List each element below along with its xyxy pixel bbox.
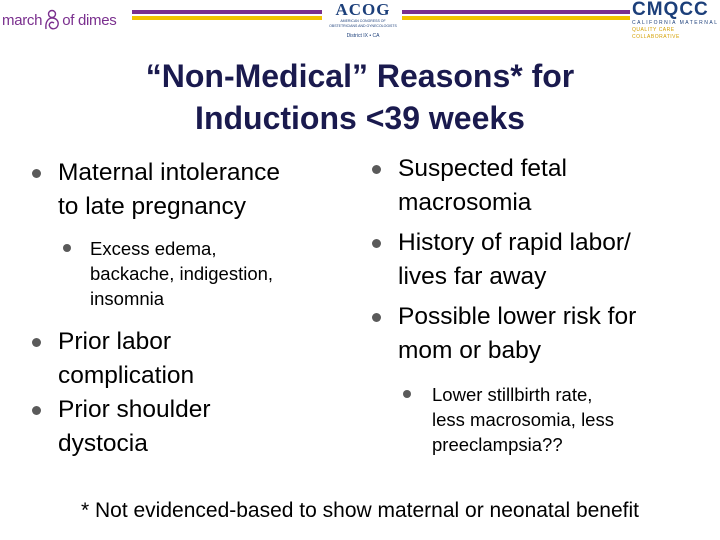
bullet-text-line: lives far away [398, 263, 547, 290]
acog-district-label: District IX • CA [346, 33, 380, 39]
acog-logo: ACOG AMERICAN CONGRESS OF OBSTETRICIANS … [326, 0, 400, 40]
right-column: Suspected fetal macrosomia History of ra… [370, 152, 710, 471]
bullet-suspected-macrosomia: Suspected fetal macrosomia [370, 152, 710, 220]
sub-bullet-text-line: preeclampsia?? [432, 434, 563, 455]
sub-bullet-text-line: backache, indigestion, [90, 263, 274, 284]
bullet-prior-shoulder-dystocia: Prior shoulder dystocia [30, 393, 350, 461]
header-bar-gold-left [132, 16, 322, 20]
march-of-dimes-swirl-icon [45, 9, 60, 30]
bullet-text-line: Suspected fetal [398, 155, 567, 182]
bullet-dot-icon [32, 406, 41, 415]
acog-logo-subtitle: AMERICAN CONGRESS OF OBSTETRICIANS AND G… [329, 19, 397, 28]
bullet-dot-icon [372, 239, 381, 248]
bullet-text-line: macrosomia [398, 189, 532, 216]
header-bar-purple-right [402, 10, 630, 14]
cmqcc-logo-line2: QUALITY CARE COLLABORATIVE [632, 27, 680, 40]
bullet-dot-icon [32, 338, 41, 347]
bullet-text-line: Prior labor [58, 328, 172, 355]
march-of-dimes-logo-left: march [2, 11, 43, 29]
slide-title: “Non-Medical” Reasons* for Inductions <3… [60, 55, 660, 139]
slide-title-line1: “Non-Medical” Reasons* for [145, 58, 575, 94]
header-bar-gold-right [402, 16, 630, 20]
bullet-text-line: mom or baby [398, 337, 541, 364]
bullet-rapid-labor: History of rapid labor/ lives far away [370, 226, 710, 294]
left-column: Maternal intolerance to late pregnancy E… [30, 156, 350, 461]
bullet-dot-icon [32, 169, 41, 178]
bullet-text-line: complication [58, 362, 195, 389]
sub-bullet-dot-icon [63, 244, 71, 252]
header-bar-purple-left [132, 10, 322, 14]
march-of-dimes-logo: march of dimes [2, 6, 117, 34]
footnote: * Not evidenced-based to show maternal o… [80, 499, 640, 522]
sub-bullet-text-line: Excess edema, [90, 238, 217, 259]
bullet-text-line: Maternal intolerance [58, 159, 280, 186]
bullet-maternal-intolerance: Maternal intolerance to late pregnancy [30, 156, 350, 224]
sub-bullet-text-line: Lower stillbirth rate, [432, 384, 593, 405]
bullet-text-line: Possible lower risk for [398, 303, 637, 330]
bullet-dot-icon [372, 165, 381, 174]
sub-bullet-dot-icon [403, 390, 411, 398]
slide-title-line2: Inductions <39 weeks [195, 100, 525, 136]
bullet-text-line: dystocia [58, 430, 148, 457]
cmqcc-logo-word: CMQCC [632, 0, 709, 20]
header-logos: march of dimes ACOG AMERICAN CONGRESS OF… [0, 0, 720, 40]
bullet-text-line: History of rapid labor/ [398, 229, 631, 256]
sub-bullet-text-line: less macrosomia, less [432, 409, 614, 430]
cmqcc-logo: CMQCC CALIFORNIA MATERNAL QUALITY CARE C… [632, 0, 720, 41]
acog-logo-word: ACOG [335, 0, 391, 19]
bullet-lower-risk: Possible lower risk for mom or baby [370, 300, 710, 368]
bullet-text-line: to late pregnancy [58, 193, 246, 220]
bullet-dot-icon [372, 313, 381, 322]
sub-bullet-text-line: insomnia [90, 288, 165, 309]
cmqcc-logo-line1: CALIFORNIA MATERNAL [632, 20, 719, 26]
march-of-dimes-logo-right: of dimes [62, 11, 117, 29]
bullet-text-line: Prior shoulder [58, 396, 211, 423]
sub-bullet-excess-edema: Excess edema, backache, indigestion, ins… [30, 236, 350, 311]
bullet-prior-labor: Prior labor complication [30, 325, 350, 393]
sub-bullet-lower-stillbirth: Lower stillbirth rate, less macrosomia, … [370, 382, 710, 457]
